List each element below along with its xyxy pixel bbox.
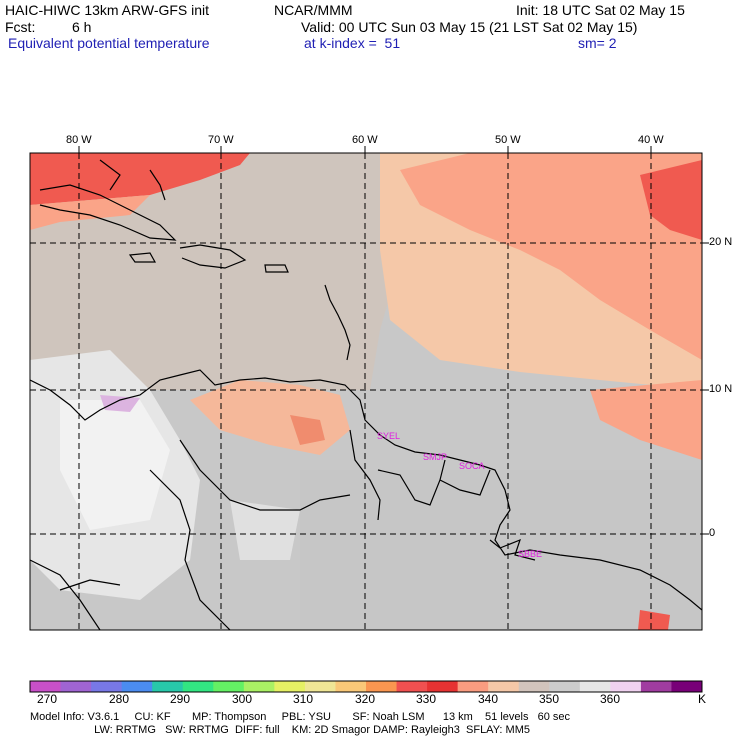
field-340-nw — [30, 195, 150, 230]
lat-lon-grid — [30, 153, 702, 630]
color-bar-cell — [549, 681, 581, 692]
color-bar-cell — [457, 681, 489, 692]
color-bar-cell — [488, 681, 520, 692]
valid-time: Valid: 00 UTC Sun 03 May 15 (21 LST Sat … — [301, 19, 638, 35]
model-title: HAIC-HIWC 13km ARW-GFS init — [5, 2, 210, 18]
cbar-label-330: 330 — [416, 692, 437, 706]
k-index: at k-index = 51 — [304, 35, 401, 51]
coastlines — [30, 159, 702, 630]
cbar-label-280: 280 — [109, 692, 130, 706]
cbar-label-350: 350 — [539, 692, 560, 706]
lon-label-60w: 60 W — [352, 134, 378, 146]
station-sbbe: SBBE — [518, 549, 543, 559]
org-label: NCAR/MMM — [274, 2, 353, 18]
field-335-nw — [30, 153, 250, 205]
station-soca: SOCA — [459, 461, 485, 471]
color-bar-cell — [640, 681, 672, 692]
color-bar-cell — [182, 681, 214, 692]
field-340-se — [590, 380, 702, 460]
station-smjp: SMJP — [423, 452, 448, 462]
color-bar-cell — [610, 681, 642, 692]
lon-label-50w: 50 W — [495, 134, 521, 146]
theta-e-map — [29, 146, 709, 631]
color-bar-cell — [335, 681, 367, 692]
model-info-line2: LW: RRTMG SW: RRTMG DIFF: full KM: 2D Sm… — [30, 724, 530, 736]
color-bar-cell — [274, 681, 306, 692]
color-bar-cell — [213, 681, 245, 692]
color-bar-cell — [91, 681, 123, 692]
cbar-unit: K — [698, 692, 707, 706]
model-info-line1: Model Info: V3.6.1 CU: KF MP: Thompson P… — [30, 711, 571, 723]
cbar-label-360: 360 — [600, 692, 621, 706]
field-name: Equivalent potential temperature — [8, 35, 210, 51]
color-bar-cell — [121, 681, 153, 692]
color-bar-cell — [427, 681, 459, 692]
field-335-sw — [638, 610, 670, 630]
lon-label-80w: 80 W — [66, 134, 92, 146]
field-lavender — [100, 395, 140, 412]
color-bar-cell — [243, 681, 275, 692]
cbar-label-290: 290 — [170, 692, 191, 706]
color-bar-cell — [304, 681, 336, 692]
cbar-label-320: 320 — [355, 692, 376, 706]
smoothing: sm= 2 — [578, 35, 617, 51]
forecast-label: Fcst: — [5, 19, 36, 35]
lat-label-20n: 20 N — [709, 236, 733, 248]
forecast-hour: 6 h — [72, 19, 92, 35]
color-bar-cell — [366, 681, 398, 692]
field-light-brazil — [230, 500, 300, 560]
lon-label-70w: 70 W — [208, 134, 234, 146]
color-bar-cell — [152, 681, 184, 692]
color-bar-cell — [30, 681, 62, 692]
field-335-ne — [640, 160, 702, 240]
color-bar-cell — [671, 681, 703, 692]
station-syel: SYEL — [377, 431, 401, 441]
cbar-label-300: 300 — [232, 692, 253, 706]
color-bar-cell — [396, 681, 428, 692]
field-340-region — [400, 153, 702, 360]
map-ticks — [78, 146, 709, 535]
field-venezuela-core — [290, 415, 325, 445]
cbar-label-310: 310 — [293, 692, 314, 706]
color-bar-cell — [518, 681, 550, 692]
lat-label-equator: 0 — [709, 527, 716, 539]
lat-label-10n: 10 N — [709, 383, 733, 395]
cbar-label-270: 270 — [37, 692, 58, 706]
field-white-core — [60, 400, 170, 530]
color-bar-cell — [60, 681, 92, 692]
init-time: Init: 18 UTC Sat 02 May 15 — [516, 2, 685, 18]
color-bar-cell — [579, 681, 611, 692]
lon-label-40w: 40 W — [638, 134, 664, 146]
cbar-label-340: 340 — [478, 692, 499, 706]
map-frame — [29, 152, 703, 631]
